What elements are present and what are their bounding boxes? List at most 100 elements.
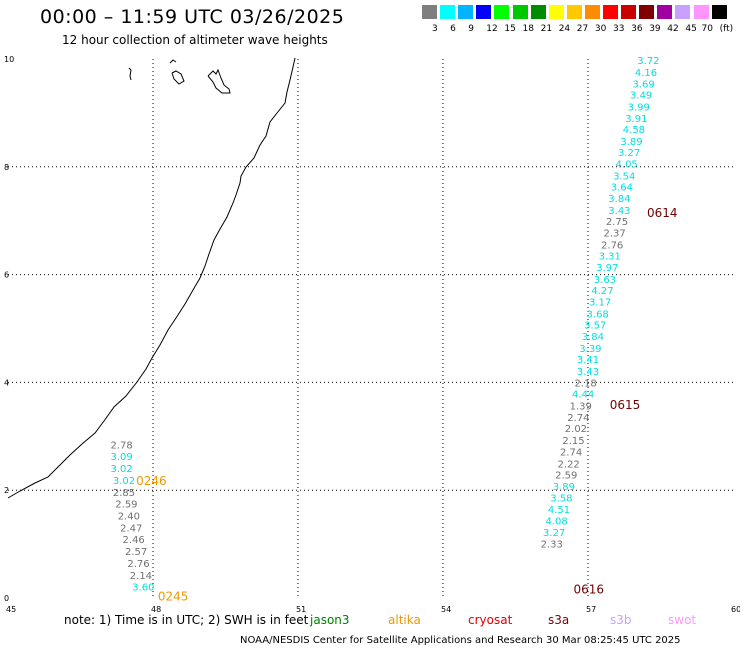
- legend-label: 9: [468, 24, 474, 34]
- wave-height-label: 3.58: [550, 494, 572, 505]
- wave-height-label: 4.27: [591, 286, 613, 297]
- legend-swatch: [566, 5, 582, 19]
- x-tick-label: 48: [151, 605, 161, 614]
- x-tick-label: 45: [6, 605, 16, 614]
- map-title: 00:00 – 11:59 UTC 03/26/2025: [40, 6, 345, 28]
- legend-label: 45: [685, 24, 697, 34]
- wave-height-label: 3.84: [582, 332, 604, 343]
- wave-height-label: 2.57: [125, 547, 147, 558]
- legend-swatch: [458, 5, 474, 19]
- track-0245: 2.783.093.023.022.852.592.402.472.462.57…: [110, 440, 188, 603]
- legend-swatch: [675, 5, 691, 19]
- wave-height-label: 2.75: [606, 217, 628, 228]
- wave-height-label: 2.18: [574, 378, 596, 389]
- wave-height-label: 3.54: [613, 171, 635, 182]
- legend-swatch: [422, 5, 437, 19]
- legend-label: 33: [613, 24, 625, 34]
- wave-height-label: 2.40: [118, 512, 140, 523]
- wave-height-label: 2.76: [127, 559, 149, 570]
- wave-height-label: 2.76: [601, 240, 623, 251]
- wave-height-label: 4.58: [623, 125, 645, 136]
- legend-swatch: [657, 5, 673, 19]
- wave-height-label: 3.27: [618, 148, 640, 159]
- legend-label: 27: [576, 24, 589, 34]
- wave-height-label: 3.49: [630, 91, 652, 102]
- island-1: [128, 67, 132, 81]
- pass-time-label: 0616: [574, 582, 605, 596]
- wave-height-label: 3.63: [594, 275, 616, 286]
- wave-height-label: 3.68: [587, 309, 609, 320]
- wave-height-label: 2.59: [555, 471, 577, 482]
- wave-height-label: 2.47: [120, 523, 142, 534]
- legend-label: 24: [558, 24, 571, 34]
- y-tick-label: 6: [4, 271, 9, 280]
- wave-height-label: 4.05: [616, 160, 638, 171]
- wave-height-label: 2.78: [110, 440, 132, 451]
- wave-height-label: 3.57: [584, 321, 606, 332]
- legend-label: 3: [432, 24, 438, 34]
- x-tick-label: 54: [441, 605, 451, 614]
- satellite-swot: swot: [668, 613, 697, 627]
- y-tick-label: 8: [4, 163, 9, 172]
- legend-swatch: [639, 5, 655, 19]
- credit-line: NOAA/NESDIS Center for Satellite Applica…: [240, 635, 681, 646]
- wave-height-label: 2.22: [558, 459, 580, 470]
- legend-label: 12: [486, 24, 498, 34]
- satellite-jason3: jason3: [310, 613, 350, 627]
- map-subtitle: 12 hour collection of altimeter wave hei…: [62, 33, 328, 47]
- y-tick-label: 2: [4, 486, 9, 495]
- footnote: note: 1) Time is in UTC; 2) SWH is in fe…: [64, 613, 309, 627]
- wave-height-label: 3.43: [577, 367, 599, 378]
- wave-height-label: 2.59: [115, 500, 137, 511]
- legend-label: 70: [701, 24, 713, 34]
- lat-lon-grid: [8, 59, 733, 598]
- legend-swatch: [512, 5, 528, 19]
- wave-height-label: 3.17: [589, 298, 611, 309]
- wave-height-label: 2.74: [567, 413, 589, 424]
- wave-height-label: 2.37: [603, 229, 625, 240]
- wave-height-label: 3.64: [611, 183, 633, 194]
- legend-swatch: [476, 5, 492, 19]
- legend-swatch: [603, 5, 618, 19]
- legend-swatch: [584, 5, 600, 19]
- wave-height-label: 4.44: [572, 390, 594, 401]
- satellite-cryosat: cryosat: [468, 613, 513, 627]
- wave-height-label: 4.16: [635, 68, 657, 79]
- wave-height-label: 3.39: [579, 344, 601, 355]
- legend-swatch: [530, 5, 546, 19]
- wave-height-label: 3.09: [110, 452, 132, 463]
- coastline-path: [7, 57, 296, 499]
- wave-height-label: 2.02: [565, 424, 587, 435]
- legend-label: (ft): [719, 24, 734, 34]
- wave-height-label: 3.27: [543, 528, 565, 539]
- wave-height-label: 3.43: [608, 206, 630, 217]
- y-tick-label: 10: [4, 55, 14, 64]
- altimeter-tracks: 2.783.093.023.022.852.592.402.472.462.57…: [110, 56, 677, 603]
- legend-label: 18: [522, 24, 534, 34]
- wave-height-label: 3.84: [608, 194, 630, 205]
- wave-height-label: 2.46: [123, 535, 145, 546]
- wave-height-label: 3.89: [620, 137, 642, 148]
- y-tick-label: 0: [4, 594, 9, 603]
- legend-label: 15: [504, 24, 516, 34]
- legend-swatch: [440, 5, 456, 19]
- wave-height-label: 4.51: [548, 505, 570, 516]
- pass-time-label: 0615: [610, 398, 641, 412]
- coastline: [7, 57, 296, 499]
- wave-height-label: 3.31: [599, 252, 621, 263]
- wave-height-label: 3.99: [628, 102, 650, 113]
- wave-height-label: 4.08: [545, 516, 567, 527]
- legend-label: 42: [667, 24, 679, 34]
- wave-height-label: 2.74: [560, 447, 582, 458]
- legend-label: 6: [450, 24, 456, 34]
- x-tick-label: 60: [731, 605, 740, 614]
- wave-height-label: 2.14: [130, 571, 152, 582]
- satellite-altika: altika: [388, 613, 421, 627]
- legend-label: 30: [594, 24, 607, 34]
- wave-height-label: 2.85: [113, 488, 135, 499]
- island-3: [207, 68, 231, 94]
- legend-swatch: [548, 5, 564, 19]
- y-tick-label: 4: [4, 378, 9, 387]
- track-0246: 0246: [136, 474, 167, 488]
